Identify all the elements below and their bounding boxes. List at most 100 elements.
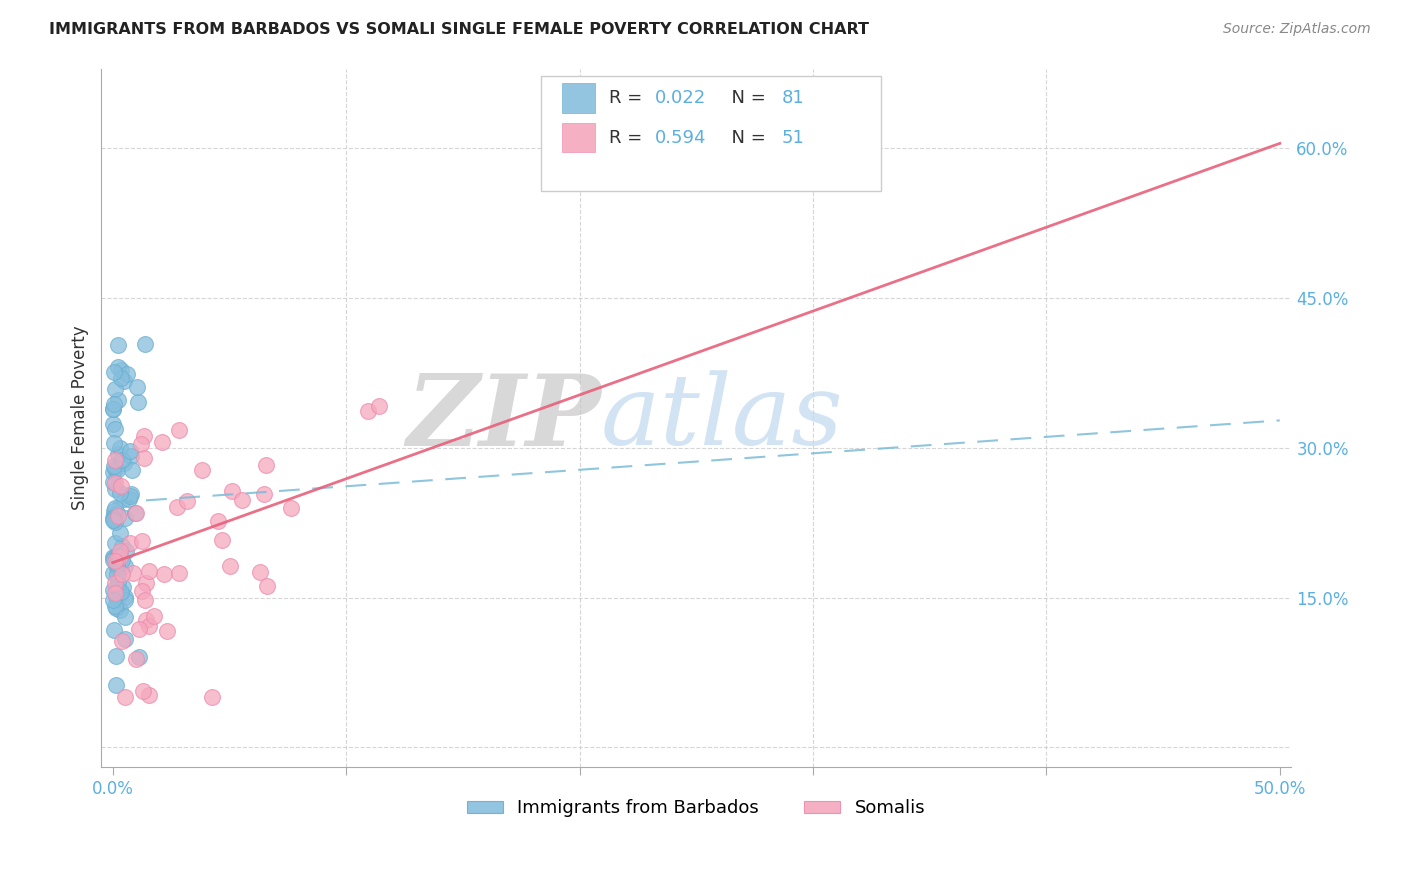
Point	[114, 558, 136, 573]
Point	[138, 619, 160, 633]
Point	[231, 493, 253, 508]
Point	[114, 632, 136, 646]
Point	[121, 463, 143, 477]
Point	[156, 624, 179, 638]
Point	[112, 374, 135, 388]
Point	[103, 459, 125, 474]
Text: IMMIGRANTS FROM BARBADOS VS SOMALI SINGLE FEMALE POVERTY CORRELATION CHART: IMMIGRANTS FROM BARBADOS VS SOMALI SINGL…	[49, 22, 869, 37]
Point	[110, 371, 132, 385]
Point	[207, 514, 229, 528]
Point	[176, 494, 198, 508]
Point	[120, 487, 142, 501]
Point	[122, 566, 145, 580]
Point	[118, 536, 141, 550]
Point	[105, 591, 128, 605]
Point	[105, 554, 128, 568]
Point	[105, 557, 128, 571]
Point	[101, 465, 124, 479]
Point	[134, 592, 156, 607]
Point	[256, 579, 278, 593]
Point	[150, 434, 173, 449]
Point	[105, 678, 128, 692]
Point	[107, 359, 129, 374]
Point	[107, 549, 129, 563]
Point	[108, 603, 131, 617]
Point	[103, 402, 125, 417]
Point	[101, 513, 124, 527]
Point	[101, 475, 124, 489]
Point	[108, 525, 131, 540]
Point	[211, 533, 233, 547]
Point	[112, 492, 135, 507]
Text: 51: 51	[782, 128, 804, 146]
Point	[114, 690, 136, 705]
Point	[125, 380, 148, 394]
Point	[249, 566, 271, 580]
Point	[104, 475, 127, 490]
Point	[120, 449, 142, 463]
Bar	[562, 83, 595, 112]
Point	[103, 508, 125, 523]
Point	[104, 482, 127, 496]
Point	[105, 601, 128, 615]
Text: N =: N =	[720, 89, 772, 107]
Text: Source: ZipAtlas.com: Source: ZipAtlas.com	[1223, 22, 1371, 37]
Point	[110, 453, 132, 467]
Point	[253, 486, 276, 500]
Point	[114, 592, 136, 607]
Point	[104, 382, 127, 396]
Text: 0.594: 0.594	[655, 128, 706, 146]
Point	[107, 392, 129, 407]
Point	[111, 634, 134, 648]
Point	[357, 404, 380, 418]
Point	[125, 652, 148, 666]
Point	[125, 506, 148, 520]
Point	[190, 463, 212, 477]
Point	[201, 690, 224, 705]
Point	[103, 435, 125, 450]
Point	[134, 337, 156, 351]
Point	[367, 399, 389, 413]
Point	[117, 367, 139, 381]
Point	[103, 503, 125, 517]
Point	[103, 623, 125, 637]
Point	[110, 585, 132, 599]
Point	[118, 489, 141, 503]
Point	[124, 507, 146, 521]
Point	[104, 453, 127, 467]
Point	[127, 394, 149, 409]
Point	[108, 544, 131, 558]
Point	[138, 564, 160, 578]
Point	[166, 500, 188, 514]
Point	[104, 500, 127, 515]
Point	[101, 549, 124, 564]
Point	[103, 365, 125, 379]
FancyBboxPatch shape	[541, 76, 880, 191]
Point	[104, 575, 127, 590]
Point	[110, 553, 132, 567]
Y-axis label: Single Female Poverty: Single Female Poverty	[72, 326, 89, 510]
Point	[103, 550, 125, 565]
Point	[131, 583, 153, 598]
Point	[114, 609, 136, 624]
Point	[128, 622, 150, 636]
Point	[108, 550, 131, 565]
Point	[138, 688, 160, 702]
Point	[104, 536, 127, 550]
Point	[103, 513, 125, 527]
Point	[167, 566, 190, 580]
Text: R =: R =	[609, 128, 648, 146]
Point	[104, 586, 127, 600]
Text: R =: R =	[609, 89, 648, 107]
Point	[114, 510, 136, 524]
Point	[108, 486, 131, 500]
Legend: Immigrants from Barbados, Somalis: Immigrants from Barbados, Somalis	[460, 792, 932, 824]
Point	[107, 582, 129, 597]
Point	[107, 560, 129, 574]
Point	[107, 338, 129, 352]
Point	[105, 558, 128, 572]
Point	[101, 593, 124, 607]
Text: N =: N =	[720, 128, 772, 146]
Point	[103, 397, 125, 411]
Point	[135, 613, 157, 627]
